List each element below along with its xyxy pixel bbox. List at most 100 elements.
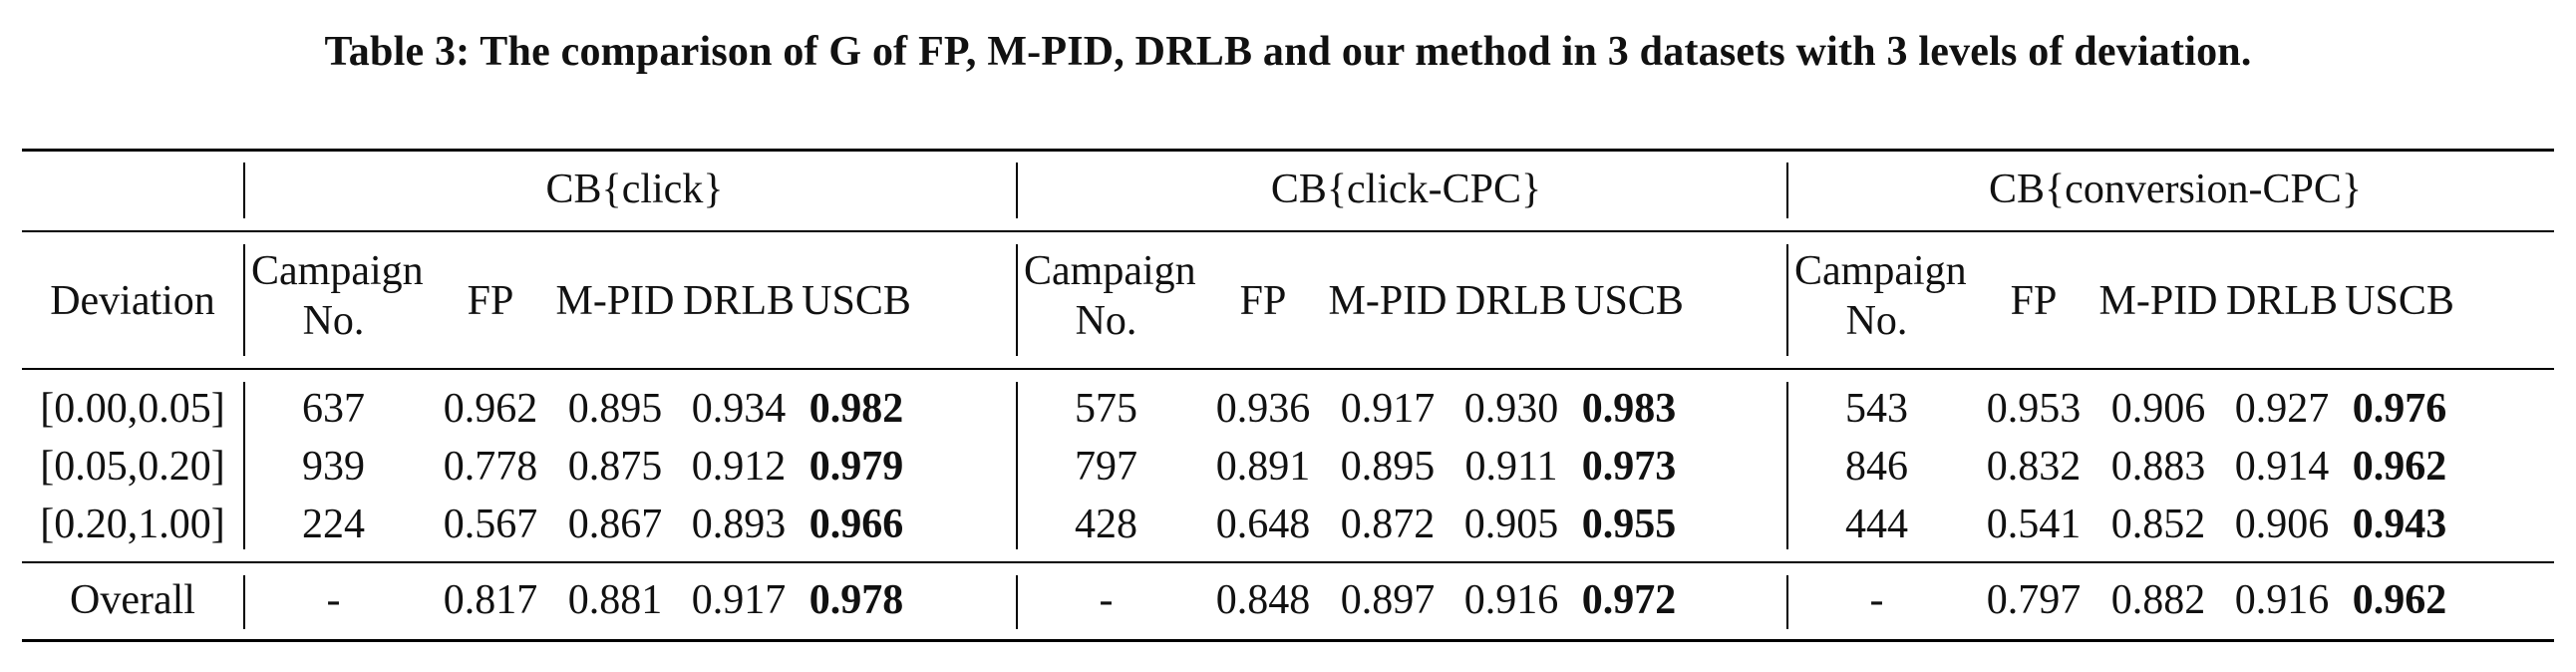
table-cell-mpid: 0.883: [2110, 444, 2206, 490]
column-divider: [243, 244, 245, 356]
column-header-campaign-line: No.: [1845, 298, 1908, 344]
table-cell-campaign: 575: [1075, 386, 1137, 432]
overall-cell-mpid: 0.897: [1340, 577, 1436, 623]
column-header-drlb: DRLB: [2225, 278, 2338, 324]
row-overall-label: Overall: [70, 577, 195, 623]
column-header-campaign-line: No.: [302, 298, 365, 344]
overall-cell-mpid: 0.881: [567, 577, 663, 623]
table-cell-mpid: 0.867: [567, 502, 663, 547]
column-divider: [243, 575, 245, 629]
overall-rule: [22, 561, 2554, 563]
table-cell-drlb: 0.912: [691, 444, 787, 490]
row-deviation-label: [0.20,1.00]: [40, 502, 225, 547]
column-divider: [1786, 244, 1788, 356]
top-rule: [22, 149, 2554, 152]
table-cell-uscb: 0.955: [1581, 502, 1677, 547]
column-header-campaign: Campaign No.: [1024, 246, 1196, 346]
table-cell-drlb: 0.911: [1464, 444, 1558, 490]
column-divider: [1786, 163, 1788, 218]
row-header-deviation: Deviation: [50, 278, 215, 324]
column-divider: [1016, 382, 1018, 549]
table-cell-uscb: 0.966: [808, 502, 904, 547]
column-divider: [1016, 244, 1018, 356]
overall-cell-campaign: -: [326, 577, 341, 623]
table-cell-mpid: 0.875: [567, 444, 663, 490]
column-header-mpid: M-PID: [1328, 278, 1448, 324]
row-deviation-label: [0.05,0.20]: [40, 444, 225, 490]
table-cell-uscb: 0.983: [1581, 386, 1677, 432]
table-cell-fp: 0.962: [443, 386, 538, 432]
column-divider: [1786, 382, 1788, 549]
table-cell-fp: 0.953: [1986, 386, 2082, 432]
table-cell-campaign: 637: [302, 386, 365, 432]
column-header-campaign: Campaign No.: [1794, 246, 1967, 346]
group-header: CB{click}: [545, 167, 724, 212]
table-cell-uscb: 0.976: [2352, 386, 2447, 432]
column-header-campaign-line: Campaign: [1794, 248, 1967, 294]
column-divider: [1786, 575, 1788, 629]
table-cell-uscb: 0.962: [2352, 444, 2447, 490]
column-divider: [243, 163, 245, 218]
column-header-uscb: USCB: [802, 278, 911, 324]
column-header-uscb: USCB: [2345, 278, 2454, 324]
group-header: CB{conversion-CPC}: [1988, 167, 2362, 212]
column-header-fp: FP: [2010, 278, 2058, 324]
table-cell-uscb: 0.979: [808, 444, 904, 490]
column-header-drlb: DRLB: [682, 278, 795, 324]
column-header-campaign-line: No.: [1075, 298, 1137, 344]
table-cell-fp: 0.567: [443, 502, 538, 547]
column-header-fp: FP: [1239, 278, 1287, 324]
column-header-mpid: M-PID: [2098, 278, 2218, 324]
table-cell-mpid: 0.895: [1340, 444, 1436, 490]
table-cell-fp: 0.778: [443, 444, 538, 490]
table-cell-drlb: 0.906: [2234, 502, 2330, 547]
table-cell-uscb: 0.943: [2352, 502, 2447, 547]
table-cell-fp: 0.891: [1215, 444, 1311, 490]
table-cell-drlb: 0.914: [2234, 444, 2330, 490]
table-cell-drlb: 0.930: [1463, 386, 1559, 432]
overall-cell-drlb: 0.916: [2234, 577, 2330, 623]
column-header-drlb: DRLB: [1454, 278, 1567, 324]
column-header-mpid: M-PID: [555, 278, 675, 324]
column-divider: [1016, 575, 1018, 629]
overall-cell-fp: 0.848: [1215, 577, 1311, 623]
column-header-campaign-line: Campaign: [251, 248, 424, 294]
table-cell-drlb: 0.893: [691, 502, 787, 547]
table-caption: Table 3: The comparison of G of FP, M-PI…: [324, 29, 2252, 75]
column-header-fp: FP: [467, 278, 514, 324]
header-rule: [22, 368, 2554, 370]
table-cell-campaign: 224: [302, 502, 365, 547]
table-cell-drlb: 0.905: [1463, 502, 1559, 547]
row-deviation-label: [0.00,0.05]: [40, 386, 225, 432]
column-header-campaign: Campaign No.: [251, 246, 424, 346]
table-cell-mpid: 0.852: [2110, 502, 2206, 547]
table-cell-drlb: 0.934: [691, 386, 787, 432]
overall-cell-fp: 0.797: [1986, 577, 2082, 623]
table-cell-campaign: 428: [1075, 502, 1137, 547]
overall-cell-uscb: 0.962: [2352, 577, 2447, 623]
table-cell-mpid: 0.917: [1340, 386, 1436, 432]
table-cell-mpid: 0.906: [2110, 386, 2206, 432]
bottom-rule: [22, 639, 2554, 642]
group-header: CB{click-CPC}: [1270, 167, 1542, 212]
overall-cell-uscb: 0.978: [808, 577, 904, 623]
overall-cell-campaign: -: [1099, 577, 1114, 623]
overall-cell-drlb: 0.916: [1463, 577, 1559, 623]
column-header-uscb: USCB: [1574, 278, 1684, 324]
table-cell-fp: 0.648: [1215, 502, 1311, 547]
table-cell-campaign: 543: [1845, 386, 1908, 432]
overall-cell-drlb: 0.917: [691, 577, 787, 623]
overall-cell-fp: 0.817: [443, 577, 538, 623]
overall-cell-mpid: 0.882: [2110, 577, 2206, 623]
table-cell-fp: 0.541: [1986, 502, 2082, 547]
table-cell-uscb: 0.982: [808, 386, 904, 432]
table-cell-fp: 0.832: [1986, 444, 2082, 490]
table-cell-campaign: 939: [302, 444, 365, 490]
table-cell-mpid: 0.872: [1340, 502, 1436, 547]
table-cell-fp: 0.936: [1215, 386, 1311, 432]
table-cell-campaign: 846: [1845, 444, 1908, 490]
table-cell-uscb: 0.973: [1581, 444, 1677, 490]
column-header-campaign-line: Campaign: [1024, 248, 1196, 294]
table-cell-drlb: 0.927: [2234, 386, 2330, 432]
table-cell-mpid: 0.895: [567, 386, 663, 432]
